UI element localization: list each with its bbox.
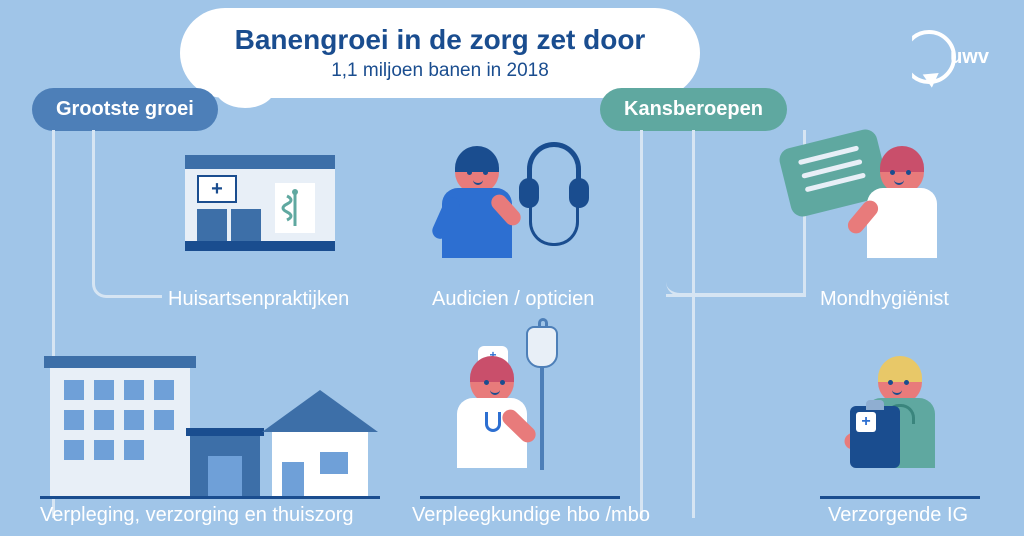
label-nurse: Verpleegkundige hbo /mbo: [412, 504, 650, 527]
label-gp: Huisartsenpraktijken: [168, 288, 349, 311]
caduceus-icon: [275, 183, 315, 233]
nurse-icon: +: [470, 360, 540, 474]
connector-line: [692, 130, 695, 518]
audicien-icon: [455, 150, 525, 264]
headphones-icon: [519, 142, 589, 218]
connector-line: [666, 294, 806, 297]
pill-grootste-groei: Grootste groei: [32, 88, 218, 131]
page-title: Banengroei in de zorg zet door: [235, 24, 646, 56]
pill-kansberoepen: Kansberoepen: [600, 88, 787, 131]
ground-line: [420, 496, 620, 499]
connector-line: [640, 130, 643, 518]
gp-practice-icon: +: [185, 155, 335, 275]
title-cloud: Banengroei in de zorg zet door 1,1 miljo…: [180, 8, 700, 98]
label-carer: Verzorgende IG: [828, 504, 968, 527]
uwv-logo: uwv: [902, 30, 989, 84]
label-home-care: Verpleging, verzorging en thuiszorg: [40, 504, 354, 527]
dental-hygienist-icon: [880, 150, 950, 264]
ground-line: [820, 496, 980, 499]
iv-drip-icon: [540, 330, 544, 470]
clipboard-icon: [850, 406, 900, 468]
page-subtitle: 1,1 miljoen banen in 2018: [331, 60, 549, 82]
ground-line: [40, 496, 380, 499]
label-audicien: Audicien / opticien: [432, 288, 594, 311]
caregiver-icon: [878, 360, 948, 474]
label-hygienist: Mondhygiënist: [820, 288, 949, 311]
care-buildings-icon: [50, 366, 350, 496]
connector-line: [92, 130, 162, 298]
